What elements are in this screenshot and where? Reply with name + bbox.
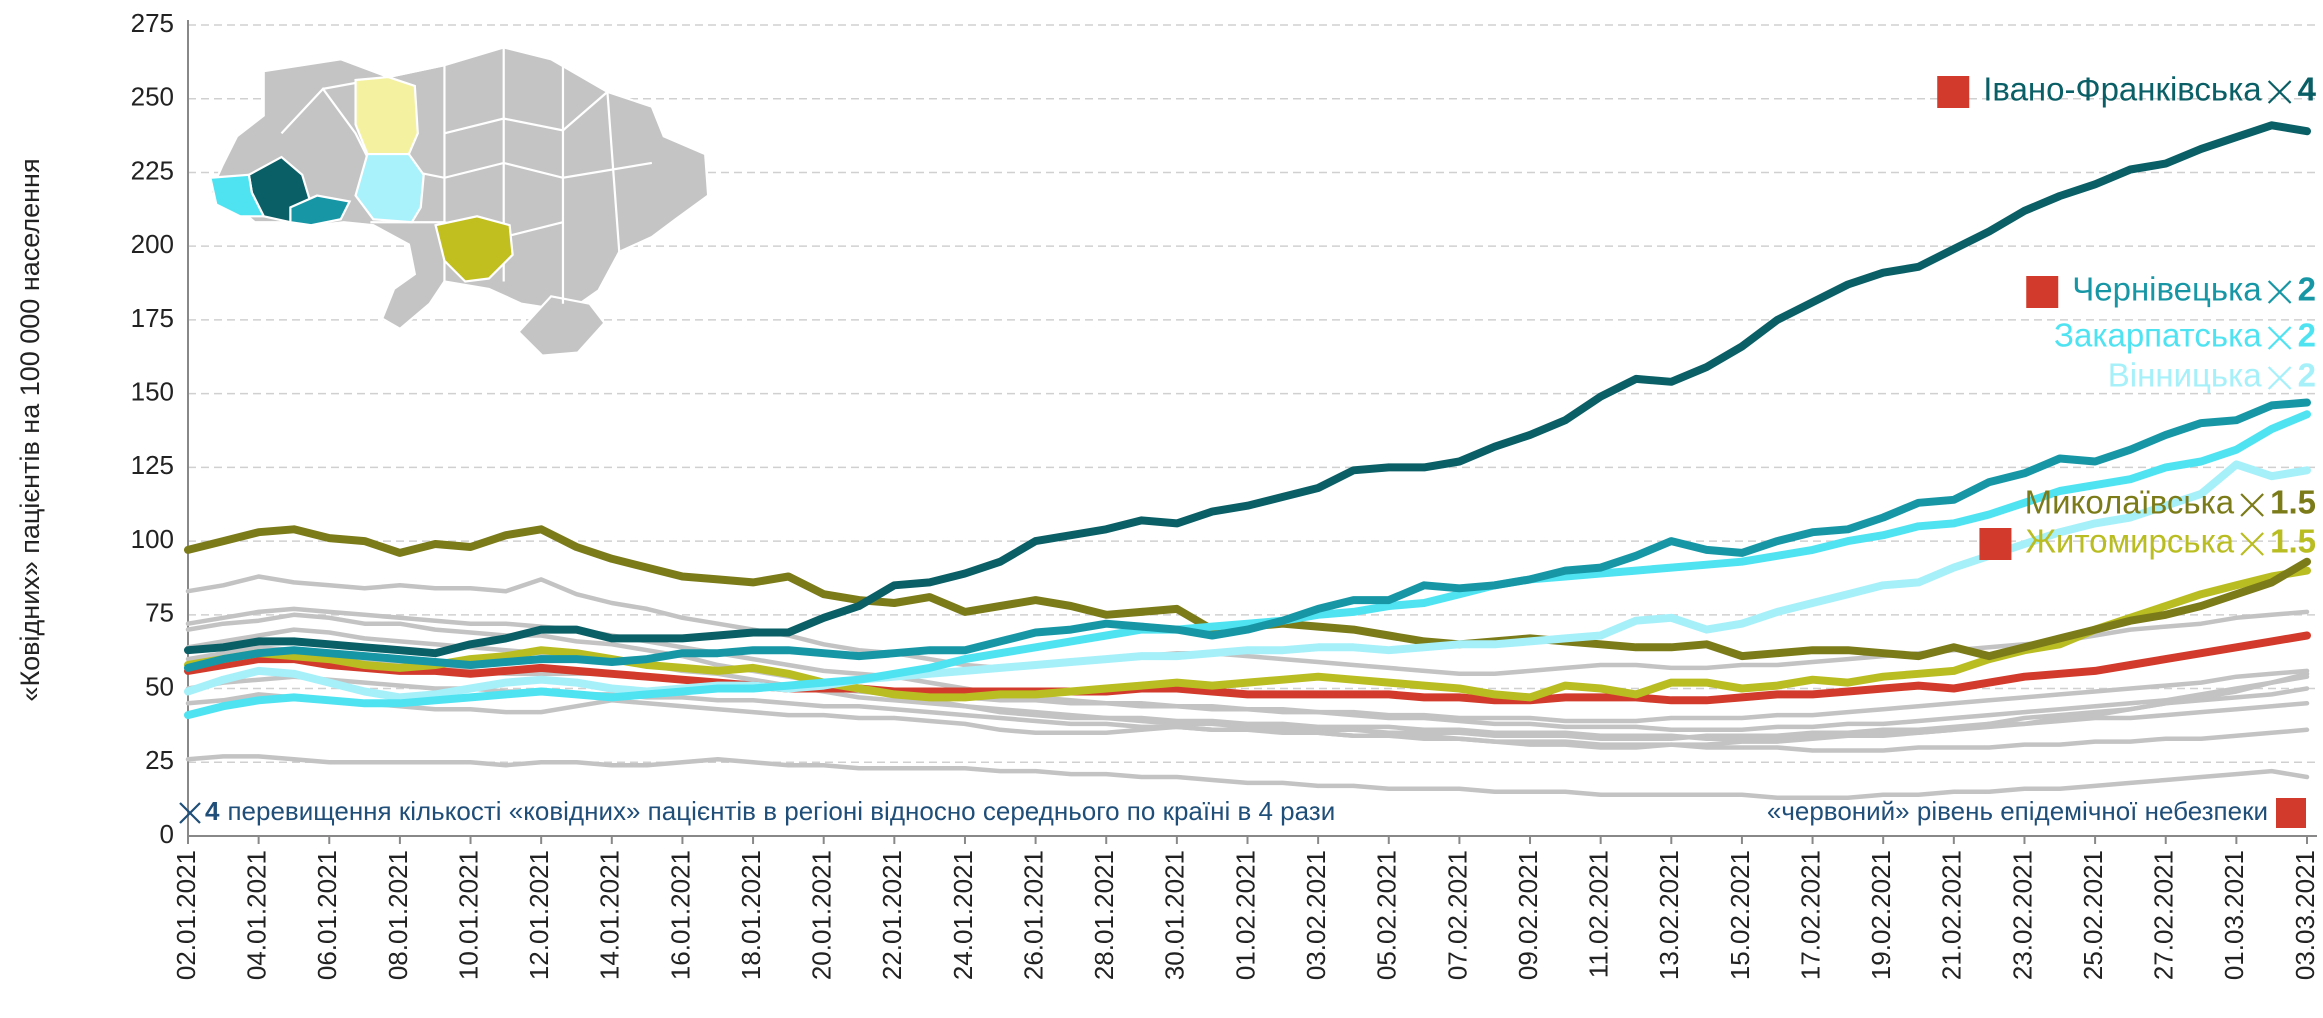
ukraine-map xyxy=(208,46,710,357)
cross-icon xyxy=(2267,326,2292,350)
x-tick-label: 20.01.2021 xyxy=(807,850,837,980)
x-tick-label: 22.01.2021 xyxy=(877,850,907,980)
red-level-marker xyxy=(2276,798,2306,828)
x-tick-label: 23.02.2021 xyxy=(2007,850,2037,980)
x-tick-label: 17.02.2021 xyxy=(1795,850,1825,980)
legend-ratio: 2 xyxy=(2298,271,2316,308)
y-tick-label: 225 xyxy=(131,155,174,185)
x-tick-label: 28.01.2021 xyxy=(1089,850,1119,980)
x-tick-label: 30.01.2021 xyxy=(1160,850,1190,980)
x-tick-label: 25.02.2021 xyxy=(2078,850,2108,980)
red-level-marker xyxy=(2026,276,2059,308)
x-tick-label: 03.02.2021 xyxy=(1301,850,1331,980)
y-tick-label: 25 xyxy=(145,745,174,775)
x-tick-label: 27.02.2021 xyxy=(2149,850,2179,980)
red-level-marker xyxy=(1979,528,2012,560)
map-crimea xyxy=(516,295,606,357)
x-tick-label: 05.02.2021 xyxy=(1372,850,1402,980)
y-tick-label: 100 xyxy=(131,524,174,554)
region-line xyxy=(185,754,2310,800)
red-level-marker xyxy=(1937,76,1970,108)
x-tick-label: 06.01.2021 xyxy=(312,850,342,980)
x-tick-label: 21.02.2021 xyxy=(1937,850,1967,980)
x-tick-label: 26.01.2021 xyxy=(1018,850,1048,980)
y-tick-label: 0 xyxy=(160,819,174,849)
y-tick-label: 125 xyxy=(131,450,174,480)
x-tick-label: 02.01.2021 xyxy=(171,850,201,980)
legend-ratio: 1.5 xyxy=(2270,523,2316,560)
x-tick-label: 16.01.2021 xyxy=(665,850,695,980)
y-tick-label: 50 xyxy=(145,671,174,701)
x-tick-label: 13.02.2021 xyxy=(1654,850,1684,980)
x-tick-label: 01.02.2021 xyxy=(1230,850,1260,980)
x-tick-label: 15.02.2021 xyxy=(1725,850,1755,980)
cross-icon xyxy=(2240,532,2264,556)
y-tick-label: 275 xyxy=(131,8,174,38)
note-ratio: 4 xyxy=(205,796,220,826)
x-tick-label: 10.01.2021 xyxy=(453,850,483,980)
note-text: перевищення кількості «ковідних» пацієнт… xyxy=(227,796,1335,826)
map-zakarpattia xyxy=(209,173,266,218)
region-line xyxy=(184,631,2311,705)
y-tick-label: 250 xyxy=(131,82,174,112)
map-land xyxy=(208,46,710,331)
x-tick-label: 03.03.2021 xyxy=(2290,850,2320,980)
map-mykolaiv xyxy=(434,215,514,283)
cross-icon xyxy=(2267,366,2292,390)
series-line xyxy=(184,398,2311,672)
y-tick-label: 75 xyxy=(145,598,174,628)
y-tick-label: 150 xyxy=(131,377,174,407)
x-tick-label: 09.02.2021 xyxy=(1513,850,1543,980)
x-tick-label: 01.03.2021 xyxy=(2219,850,2249,980)
x-tick-label: 08.01.2021 xyxy=(383,850,413,980)
cross-icon xyxy=(179,802,201,824)
y-axis-label: «Ковідних» пацієнтів на 100 000 населенн… xyxy=(15,158,45,701)
series-line xyxy=(184,121,2311,658)
legend-ratio: 2 xyxy=(2298,357,2316,394)
legend-label: Житомирська xyxy=(2025,523,2234,560)
region-line xyxy=(185,612,2310,741)
x-tick-label: 12.01.2021 xyxy=(524,850,554,980)
legend-ratio: 1.5 xyxy=(2270,484,2316,521)
legend-label: Вінницька xyxy=(2108,357,2262,394)
cross-icon xyxy=(2267,80,2292,104)
map-chernivtsi xyxy=(289,194,352,227)
y-tick-label: 200 xyxy=(131,229,174,259)
x-tick-label: 07.02.2021 xyxy=(1442,850,1472,980)
x-tick-label: 11.02.2021 xyxy=(1584,850,1614,978)
red-note-text: «червоний» рівень епідемічної небезпеки xyxy=(1767,796,2268,826)
cross-icon xyxy=(2240,493,2264,517)
cross-icon xyxy=(2267,280,2292,304)
x-tick-label: 19.02.2021 xyxy=(1866,850,1896,980)
legend-ratio: 2 xyxy=(2298,317,2316,354)
x-tick-label: 14.01.2021 xyxy=(595,850,625,980)
legend-label: Івано-Франківська xyxy=(1983,71,2262,108)
legend-label: Чернівецька xyxy=(2072,271,2262,308)
map-vinnytsia xyxy=(354,152,425,224)
x-tick-label: 24.01.2021 xyxy=(948,850,978,980)
x-tick-label: 04.01.2021 xyxy=(242,850,272,980)
series-line xyxy=(184,566,2311,702)
map-zhytomyr xyxy=(354,75,419,156)
y-tick-label: 175 xyxy=(131,303,174,333)
legend-label: Миколаївська xyxy=(2025,484,2235,521)
legend-label: Закарпатська xyxy=(2054,317,2262,354)
series-line xyxy=(184,410,2311,720)
region-line xyxy=(185,645,2310,733)
x-tick-label: 18.01.2021 xyxy=(736,850,766,980)
series-line xyxy=(184,460,2311,702)
legend-ratio: 4 xyxy=(2298,71,2317,108)
